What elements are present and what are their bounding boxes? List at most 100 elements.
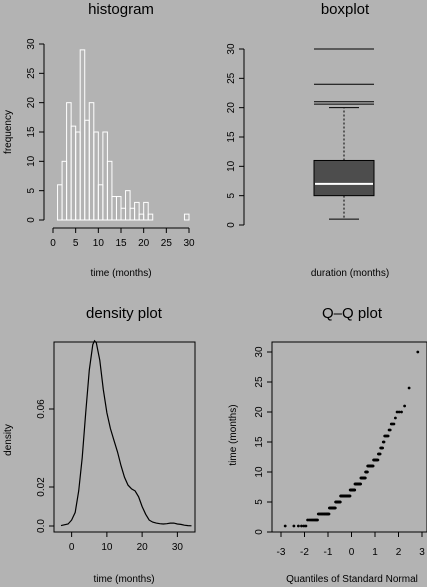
boxplot-y-tick-label: 15 bbox=[226, 131, 237, 143]
qq-x-label: Quantiles of Standard Normal bbox=[286, 574, 418, 585]
histogram-bar bbox=[75, 131, 81, 221]
histogram-y-axis: 0 5 10 15 20 25 30 bbox=[26, 38, 45, 223]
qq-point bbox=[388, 428, 392, 432]
histogram-bar bbox=[120, 207, 127, 221]
boxplot-x-label: duration (months) bbox=[311, 268, 389, 279]
density-y-tick-label: 0.0 bbox=[36, 519, 47, 533]
qq-x-tick-label: -1 bbox=[324, 547, 333, 558]
histogram-y-tick-label: 25 bbox=[26, 67, 37, 79]
histogram-x-tick-label: 20 bbox=[138, 238, 150, 249]
qq-point bbox=[359, 482, 362, 486]
qq-y-tick-label: 30 bbox=[254, 346, 265, 358]
qq-point bbox=[304, 524, 308, 528]
density-y-tick-label: 0.02 bbox=[36, 477, 47, 497]
density-x-label: time (months) bbox=[93, 574, 154, 585]
histogram-x-tick-label: 5 bbox=[73, 238, 79, 249]
qq-y-tick-label: 5 bbox=[254, 499, 265, 505]
qq-point bbox=[381, 446, 384, 450]
histogram-y-tick-label: 5 bbox=[26, 187, 37, 193]
qq-point bbox=[403, 404, 406, 408]
qq-x-tick-label: -3 bbox=[277, 547, 286, 558]
histogram-x-tick-label: 15 bbox=[115, 238, 127, 249]
qq-point bbox=[283, 524, 287, 528]
histogram-x-tick-label: 10 bbox=[93, 238, 105, 249]
boxplot-y-tick-label: 5 bbox=[226, 192, 237, 198]
histogram-y-tick-label: 10 bbox=[26, 155, 37, 167]
histogram-bar bbox=[125, 190, 131, 221]
histogram-bar bbox=[129, 207, 136, 221]
qq-y-tick-label: 10 bbox=[254, 466, 265, 478]
boxplot-y-tick-label: 0 bbox=[226, 222, 237, 228]
qq-point bbox=[395, 410, 399, 414]
qq-point bbox=[353, 488, 357, 492]
histogram-y-tick-label: 0 bbox=[26, 217, 37, 223]
qq-point bbox=[382, 440, 386, 444]
qq-point bbox=[302, 524, 306, 528]
histogram-y-tick-label: 15 bbox=[26, 126, 37, 138]
histogram-x-tick-label: 30 bbox=[183, 238, 195, 249]
qq-point bbox=[363, 476, 367, 480]
qq-y-tick-label: 15 bbox=[254, 436, 265, 448]
qq-frame bbox=[271, 341, 427, 533]
density-x-tick-label: 0 bbox=[69, 542, 75, 553]
histogram-bar bbox=[79, 49, 86, 221]
qq-x-tick-label: 1 bbox=[372, 547, 378, 558]
qq-point bbox=[338, 500, 342, 504]
density-frame bbox=[53, 341, 196, 533]
boxplot-elements bbox=[313, 48, 375, 220]
boxplot-y-axis: 0 5 10 15 20 25 30 bbox=[226, 43, 245, 228]
qq-point bbox=[400, 410, 403, 414]
qq-points bbox=[283, 350, 420, 528]
histogram-bar bbox=[70, 125, 77, 221]
density-x-tick-label: 10 bbox=[101, 542, 113, 553]
density-panel: density plot 0 10 20 30 0.0 0.02 0.06 time (m… bbox=[3, 305, 196, 585]
histogram-panel: histogram 0 5 10 15 20 25 30 0 5 10 15 20 25 30 time… bbox=[3, 1, 195, 279]
qq-point bbox=[348, 494, 352, 498]
qq-point bbox=[397, 410, 401, 414]
qq-point bbox=[327, 512, 331, 516]
boxplot-y-tick-label: 30 bbox=[226, 43, 237, 55]
density-y-label: density bbox=[3, 424, 14, 456]
qq-point bbox=[366, 470, 369, 474]
histogram-bar bbox=[138, 213, 145, 221]
qq-point bbox=[376, 458, 380, 462]
histogram-y-tick-label: 20 bbox=[26, 97, 37, 109]
density-x-tick-label: 30 bbox=[172, 542, 184, 553]
density-title: density plot bbox=[86, 305, 163, 322]
histogram-bar bbox=[143, 201, 149, 221]
density-x-axis: 0 10 20 30 bbox=[69, 532, 184, 553]
histogram-bar bbox=[93, 131, 99, 221]
histogram-y-tick-label: 30 bbox=[26, 38, 37, 50]
histogram-bar bbox=[147, 213, 154, 221]
qq-x-tick-label: 3 bbox=[419, 547, 425, 558]
qq-point bbox=[316, 518, 319, 522]
histogram-bar bbox=[134, 201, 140, 221]
qq-point bbox=[297, 524, 300, 528]
qq-point bbox=[394, 416, 397, 420]
qq-x-tick-label: 2 bbox=[396, 547, 402, 558]
histogram-bar bbox=[66, 102, 72, 221]
qq-point bbox=[407, 386, 411, 390]
qq-point bbox=[378, 452, 382, 456]
histogram-x-tick-label: 25 bbox=[161, 238, 173, 249]
qq-y-axis: 0 5 10 15 20 25 30 bbox=[254, 346, 272, 535]
qq-y-tick-label: 0 bbox=[254, 529, 265, 535]
qq-point bbox=[416, 350, 420, 354]
boxplot-frame bbox=[244, 38, 427, 228]
density-curve bbox=[60, 339, 192, 527]
qq-point bbox=[392, 422, 396, 426]
qq-point bbox=[371, 464, 375, 468]
histogram-bar bbox=[57, 184, 63, 221]
qq-panel: Q–Q plot -3 -2 -1 0 1 2 3 0 5 10 15 20 25 30 Quantil… bbox=[228, 305, 427, 585]
boxplot-box bbox=[313, 159, 375, 197]
qq-y-tick-label: 25 bbox=[254, 376, 265, 388]
qq-y-label: time (months) bbox=[228, 404, 239, 465]
qq-x-axis: -3 -2 -1 0 1 2 3 bbox=[277, 532, 425, 558]
boxplot-y-tick-label: 25 bbox=[226, 72, 237, 84]
qq-point bbox=[333, 506, 337, 510]
histogram-bar bbox=[84, 119, 90, 221]
boxplot-panel: boxplot 0 5 10 15 20 25 30 duration (months) bbox=[226, 1, 427, 279]
histogram-x-tick-label: 0 bbox=[50, 238, 56, 249]
boxplot-y-tick-label: 10 bbox=[226, 160, 237, 172]
